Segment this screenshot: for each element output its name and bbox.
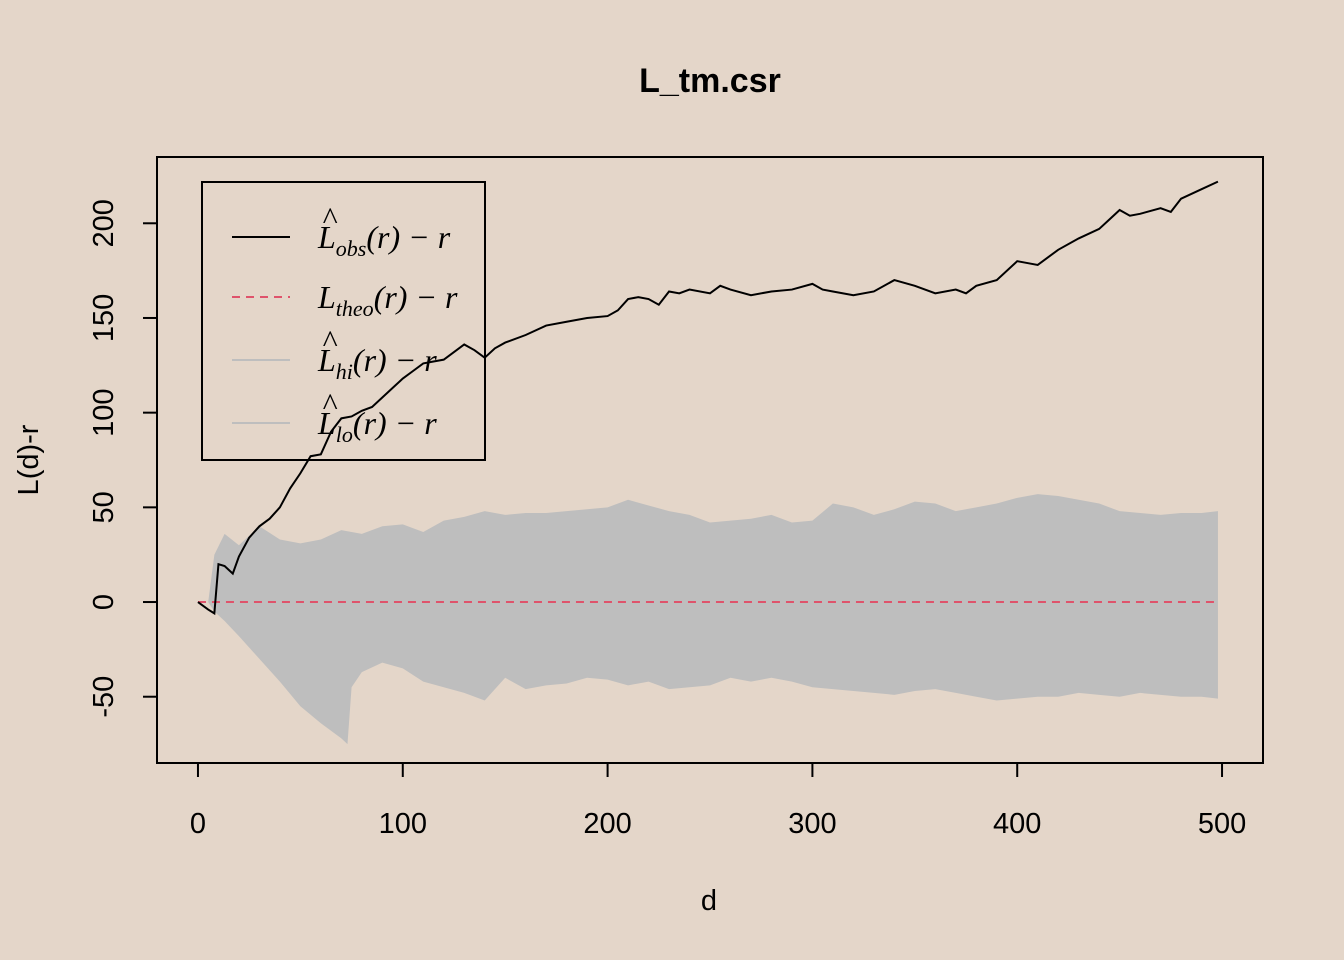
x-tick-label: 500 (1198, 808, 1246, 840)
x-axis: 0 100 200 300 400 500 (190, 763, 1246, 840)
x-tick-label: 0 (190, 808, 206, 840)
x-tick-label: 300 (788, 808, 836, 840)
y-tick-label: 50 (88, 491, 120, 523)
envelope-layer (208, 494, 1218, 744)
x-tick-label: 200 (583, 808, 631, 840)
chart-title: L_tm.csr (639, 62, 781, 100)
y-tick-label: 150 (88, 294, 120, 342)
envelope-area (208, 494, 1218, 744)
y-tick-label: 200 (88, 199, 120, 247)
legend-label-obs: Lobs(r) − r (317, 219, 451, 261)
y-axis-label: L(d)-r (13, 424, 45, 495)
legend-label-theo: Ltheo(r) − r (317, 279, 458, 321)
y-tick-label: 0 (88, 594, 120, 610)
x-tick-label: 100 (379, 808, 427, 840)
x-axis-label: d (701, 885, 717, 917)
y-axis: -50 0 50 100 150 200 (88, 199, 157, 718)
y-tick-label: -50 (88, 676, 120, 718)
x-tick-label: 400 (993, 808, 1041, 840)
y-tick-label: 100 (88, 388, 120, 436)
